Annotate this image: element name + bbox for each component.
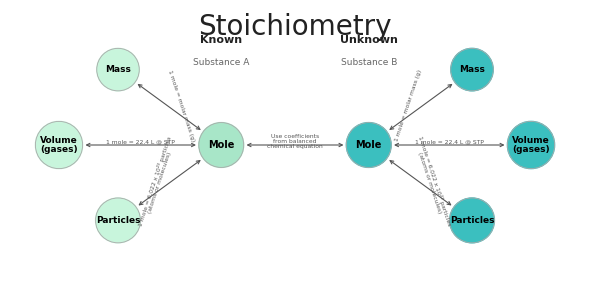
Text: Particles: Particles (450, 216, 494, 225)
Text: 1 mole = 22.4 L @ STP: 1 mole = 22.4 L @ STP (106, 139, 175, 144)
Ellipse shape (199, 123, 244, 167)
Text: Volume
(gases): Volume (gases) (512, 136, 550, 154)
Text: Known: Known (200, 35, 242, 45)
Text: Mole: Mole (356, 140, 382, 150)
Text: Use coefficients
from balanced
chemical equation: Use coefficients from balanced chemical … (267, 134, 323, 149)
Text: 1 mole = 6.022 x 10²³ particles
(atoms or molecules): 1 mole = 6.022 x 10²³ particles (atoms o… (412, 135, 453, 228)
Text: Particles: Particles (96, 216, 140, 225)
Text: Volume
(gases): Volume (gases) (40, 136, 78, 154)
Text: 1 mole = molar mass (g): 1 mole = molar mass (g) (168, 70, 196, 142)
Ellipse shape (96, 198, 140, 243)
Text: Substance B: Substance B (340, 58, 397, 67)
Text: 1 mole = 6.022 x 10²³ particles
(atoms or molecules): 1 mole = 6.022 x 10²³ particles (atoms o… (137, 135, 178, 228)
Text: Mass: Mass (459, 65, 485, 74)
Text: Unknown: Unknown (340, 35, 398, 45)
Text: Mole: Mole (208, 140, 234, 150)
Text: 1 mole = 22.4 L @ STP: 1 mole = 22.4 L @ STP (415, 139, 484, 144)
Text: 1 mole = molar mass (g): 1 mole = molar mass (g) (394, 70, 422, 142)
Ellipse shape (97, 48, 139, 91)
Text: Stoichiometry: Stoichiometry (198, 13, 392, 41)
Ellipse shape (450, 198, 494, 243)
Text: Substance A: Substance A (193, 58, 250, 67)
Ellipse shape (346, 123, 391, 167)
Text: Mass: Mass (105, 65, 131, 74)
Ellipse shape (35, 122, 83, 168)
Ellipse shape (507, 122, 555, 168)
Ellipse shape (451, 48, 493, 91)
